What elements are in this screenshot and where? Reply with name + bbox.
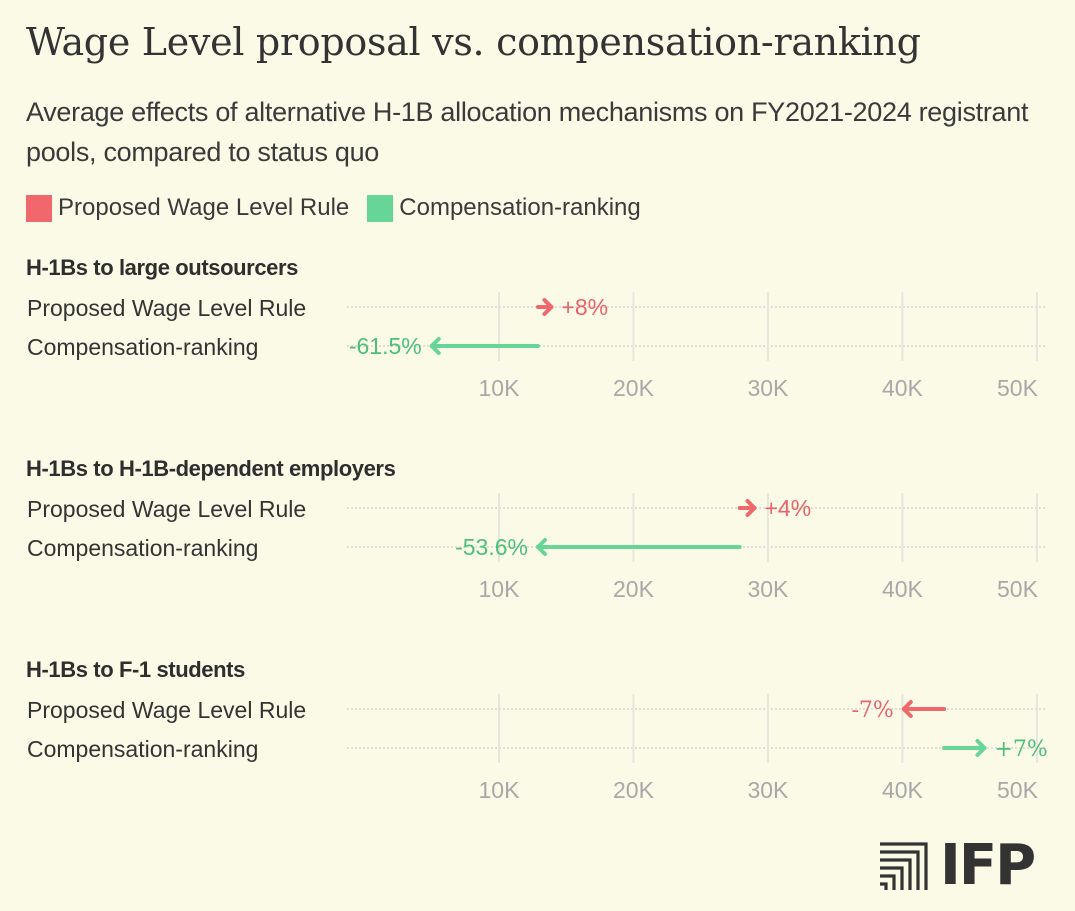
data-label: -53.6% <box>455 534 528 560</box>
x-tick-label: 50K <box>997 576 1039 602</box>
row-label-compensation: Compensation-ranking <box>27 535 259 561</box>
ifp-logo-icon <box>880 842 928 890</box>
panel-large-outsourcers: H-1Bs to large outsourcers Proposed Wage… <box>0 255 1075 455</box>
chart-title: Wage Level proposal vs. compensation-ran… <box>26 20 921 64</box>
x-tick-label: 20K <box>613 576 655 602</box>
arrow-head <box>975 739 987 757</box>
arrow-head <box>901 700 913 718</box>
panel-f1-students: H-1Bs to F-1 students Proposed Wage Leve… <box>0 657 1075 857</box>
data-label: +4% <box>765 495 812 521</box>
x-tick-label: 30K <box>747 777 789 803</box>
legend: Proposed Wage Level Rule Compensation-ra… <box>26 194 659 222</box>
row-label-compensation: Compensation-ranking <box>27 736 259 762</box>
x-tick-label: 30K <box>747 576 789 602</box>
panel-plot: 10K 20K 30K 40K 50K +8% -61.5% <box>347 292 1045 401</box>
x-tick-label: 30K <box>747 375 789 401</box>
x-tick-label: 40K <box>882 777 924 803</box>
row-label-proposed: Proposed Wage Level Rule <box>27 295 307 321</box>
arrow-head <box>535 538 547 556</box>
legend-item-compensation: Compensation-ranking <box>367 194 641 222</box>
x-tick-label: 40K <box>882 576 924 602</box>
row-label-proposed: Proposed Wage Level Rule <box>27 697 307 723</box>
arrow-head <box>542 298 554 316</box>
legend-swatch-proposed <box>26 194 52 222</box>
x-tick-label: 50K <box>997 777 1039 803</box>
x-tick-label: 40K <box>882 375 924 401</box>
panel-title: H-1Bs to F-1 students <box>26 657 245 682</box>
x-tick-label: 10K <box>479 777 521 803</box>
ifp-logo: IFP <box>880 833 1036 898</box>
panel-plot: 10K 20K 30K 40K 50K -7% +7% <box>347 694 1048 803</box>
row-label-compensation: Compensation-ranking <box>27 334 259 360</box>
x-tick-label: 50K <box>997 375 1039 401</box>
data-label: +7% <box>994 737 1047 762</box>
panel-plot: 10K 20K 30K 40K 50K +4% -53.6% <box>347 493 1045 602</box>
panel-h1b-dependent-employers: H-1Bs to H-1B-dependent employers Propos… <box>0 456 1075 656</box>
legend-swatch-compensation <box>367 194 394 222</box>
data-label: -61.5% <box>349 333 422 359</box>
arrow-head <box>429 337 441 355</box>
panel-title: H-1Bs to H-1B-dependent employers <box>26 456 396 481</box>
row-label-proposed: Proposed Wage Level Rule <box>27 496 307 522</box>
panel-title: H-1Bs to large outsourcers <box>26 255 299 280</box>
legend-label-proposed: Proposed Wage Level Rule <box>58 194 350 221</box>
x-tick-label: 20K <box>613 777 655 803</box>
x-tick-label: 10K <box>479 375 521 401</box>
data-label: +8% <box>561 294 608 320</box>
legend-label-compensation: Compensation-ranking <box>399 194 641 221</box>
x-tick-label: 10K <box>479 576 521 602</box>
chart-subtitle: Average effects of alternative H-1B allo… <box>26 97 1029 167</box>
arrow-head <box>745 499 757 517</box>
ifp-logo-text: IFP <box>940 833 1036 898</box>
x-tick-label: 20K <box>613 375 655 401</box>
legend-item-proposed: Proposed Wage Level Rule <box>26 194 349 222</box>
data-label: -7% <box>851 698 893 723</box>
